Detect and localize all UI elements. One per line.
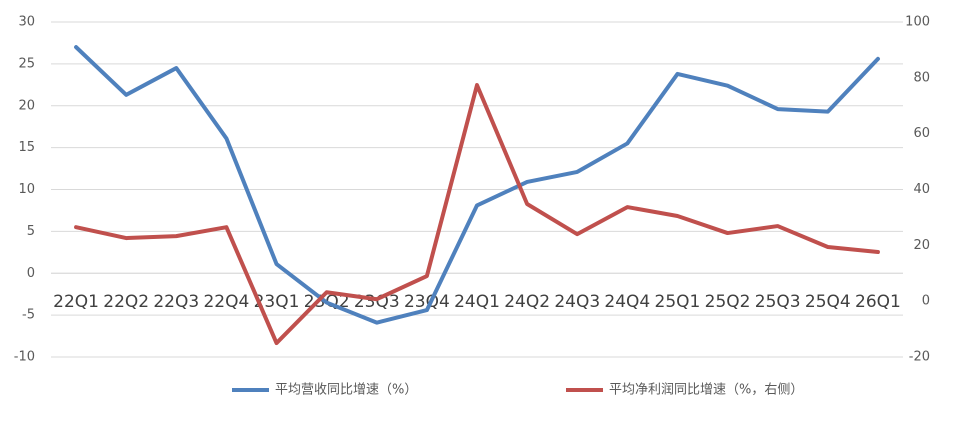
x-tick-label: 25Q1 bbox=[655, 292, 701, 312]
y-tick-label: 25 bbox=[18, 56, 35, 71]
x-tick-label: 24Q4 bbox=[604, 292, 650, 312]
x-tick-label: 23Q4 bbox=[404, 292, 450, 312]
y-tick-label: 10 bbox=[18, 182, 35, 197]
y2-tick-label: 0 bbox=[922, 294, 930, 309]
x-tick-label: 23Q1 bbox=[254, 292, 300, 312]
x-tick-label: 25Q3 bbox=[755, 292, 801, 312]
y2-tick-label: 20 bbox=[913, 238, 930, 253]
x-tick-label: 22Q1 bbox=[53, 292, 99, 312]
x-tick-label: 22Q2 bbox=[103, 292, 149, 312]
y2-tick-label: -20 bbox=[909, 350, 930, 365]
x-tick-label: 22Q4 bbox=[203, 292, 249, 312]
x-tick-label: 26Q1 bbox=[855, 292, 901, 312]
y-tick-label: 30 bbox=[18, 15, 35, 30]
x-tick-label: 25Q4 bbox=[805, 292, 851, 312]
y2-tick-label: 100 bbox=[905, 15, 930, 30]
x-tick-label: 24Q2 bbox=[504, 292, 550, 312]
x-tick-label: 24Q3 bbox=[554, 292, 600, 312]
y-tick-label: 15 bbox=[18, 140, 35, 155]
y-tick-label: 5 bbox=[27, 224, 35, 239]
legend-label: 平均营收同比增速（%） bbox=[275, 383, 417, 398]
y-tick-label: -10 bbox=[14, 350, 35, 365]
legend-label: 平均净利润同比增速（%，右侧） bbox=[609, 383, 803, 398]
y-tick-label: -5 bbox=[22, 308, 35, 323]
y2-tick-label: 80 bbox=[913, 70, 930, 85]
x-tick-label: 22Q3 bbox=[153, 292, 199, 312]
y-tick-label: 0 bbox=[27, 266, 35, 281]
series-line bbox=[74, 83, 880, 346]
y-tick-label: 20 bbox=[18, 98, 35, 113]
x-tick-label: 25Q2 bbox=[705, 292, 751, 312]
y2-tick-label: 40 bbox=[913, 182, 930, 197]
x-tick-label: 24Q1 bbox=[454, 292, 500, 312]
y2-tick-label: 60 bbox=[913, 126, 930, 141]
series-line bbox=[74, 45, 880, 325]
